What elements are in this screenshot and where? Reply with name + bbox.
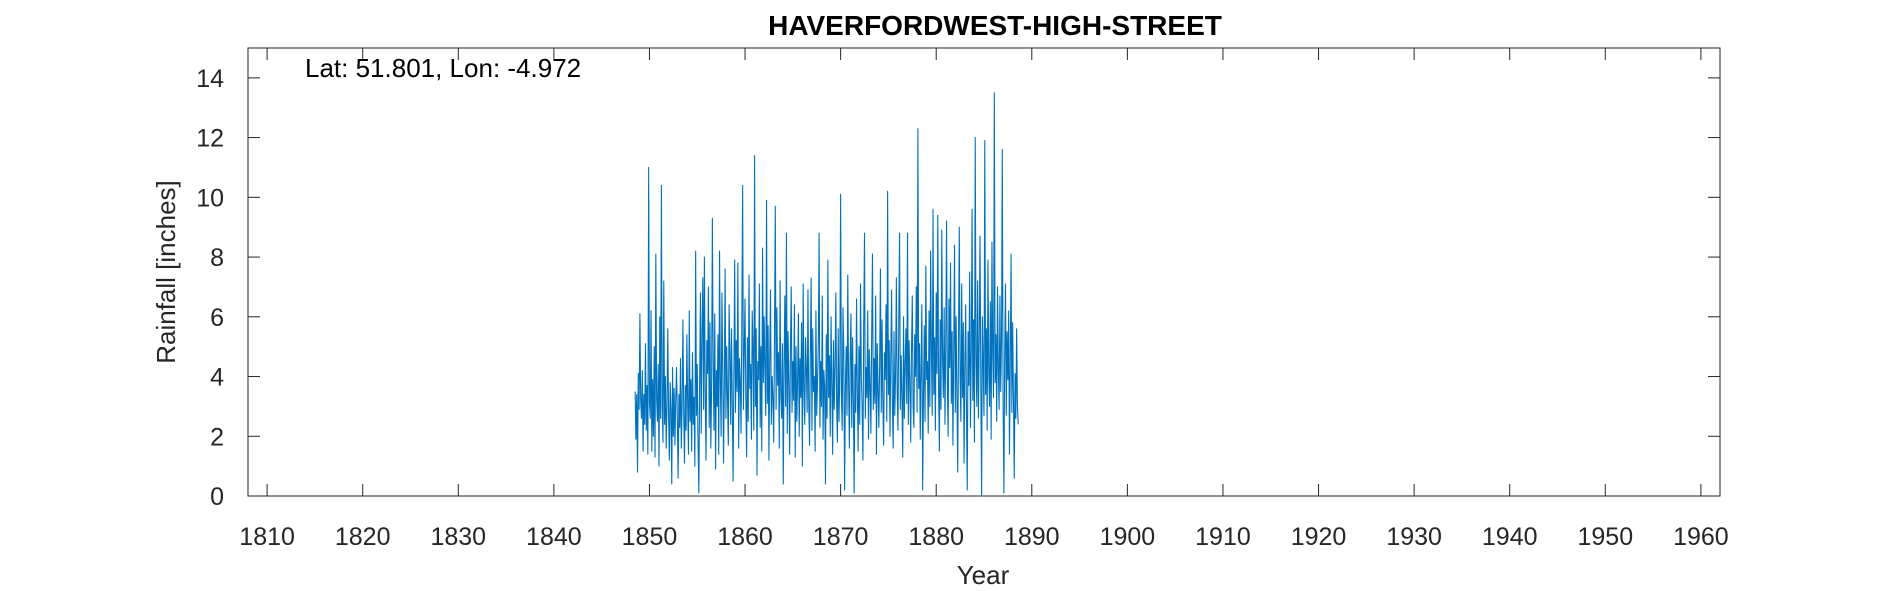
- x-axis-ticks: 1810 1820 1830 1840 1850 1860 1870 1880 1890 1900…: [239, 48, 1729, 551]
- y-tick-label: 6: [210, 304, 224, 332]
- x-tick-label: 1820: [335, 523, 391, 551]
- x-tick-label: 1960: [1673, 523, 1729, 551]
- y-tick-label: 14: [196, 65, 224, 93]
- x-tick-label: 1950: [1577, 523, 1633, 551]
- y-tick-label: 2: [210, 423, 224, 451]
- y-tick-label: 4: [210, 364, 224, 392]
- y-axis-ticks: 0 2 4 6 8 10 12 14: [196, 65, 1720, 511]
- chart-title: HAVERFORDWEST-HIGH-STREET: [768, 10, 1222, 41]
- x-tick-label: 1910: [1195, 523, 1251, 551]
- x-tick-label: 1830: [430, 523, 486, 551]
- x-tick-label: 1890: [1004, 523, 1060, 551]
- x-tick-label: 1880: [908, 523, 964, 551]
- y-tick-label: 10: [196, 184, 224, 212]
- x-tick-label: 1930: [1386, 523, 1442, 551]
- x-tick-label: 1920: [1291, 523, 1347, 551]
- rainfall-series-line: [634, 92, 1019, 497]
- y-tick-label: 12: [196, 125, 224, 153]
- x-tick-label: 1810: [239, 523, 295, 551]
- y-tick-label: 0: [210, 483, 224, 511]
- x-tick-label: 1860: [717, 523, 773, 551]
- y-axis-label: Rainfall [inches]: [151, 180, 181, 364]
- x-tick-label: 1900: [1100, 523, 1156, 551]
- y-tick-label: 8: [210, 244, 224, 272]
- location-annotation: Lat: 51.801, Lon: -4.972: [305, 53, 581, 83]
- x-tick-label: 1940: [1482, 523, 1538, 551]
- x-axis-label: Year: [957, 560, 1010, 590]
- x-tick-label: 1840: [526, 523, 582, 551]
- x-tick-label: 1870: [813, 523, 869, 551]
- x-tick-label: 1850: [622, 523, 678, 551]
